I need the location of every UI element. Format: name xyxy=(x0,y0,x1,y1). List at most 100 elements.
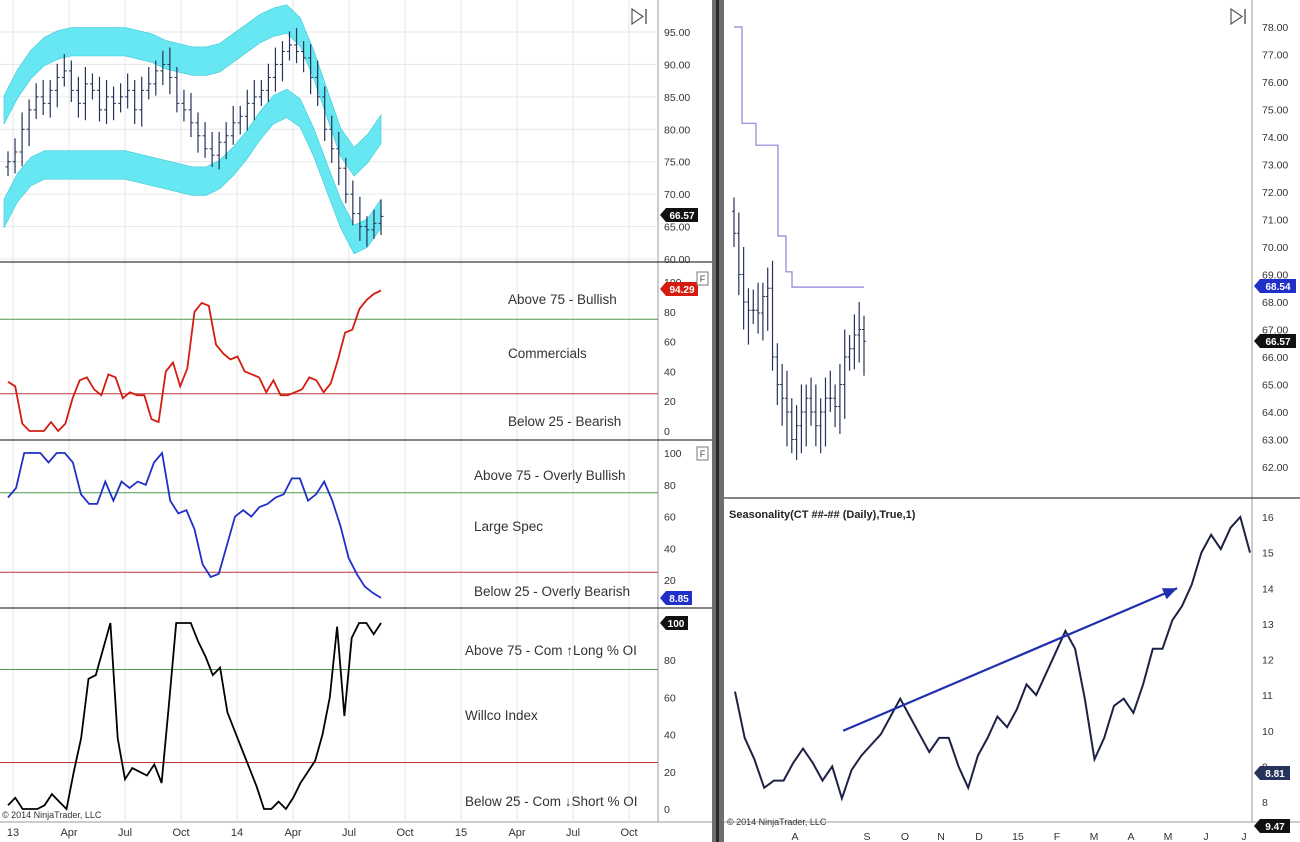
right-time-label: A xyxy=(791,831,798,842)
left-copyright: © 2014 NinjaTrader, LLC xyxy=(2,810,102,820)
commercials-badge-label: 94.29 xyxy=(669,285,694,296)
seasonality-tick: 14 xyxy=(1262,583,1274,595)
left-price-gridlines xyxy=(0,31,658,260)
left-time-label: 13 xyxy=(7,827,19,839)
window-splitter-highlight xyxy=(716,0,719,842)
osc-tick: 60 xyxy=(664,692,676,704)
left-price-tick: 70.00 xyxy=(664,189,690,201)
osc-tick: 80 xyxy=(664,307,676,319)
large-spec-lower-label: Below 25 - Overly Bearish xyxy=(474,584,630,599)
seasonality-trend-arrow xyxy=(842,587,1178,732)
right-price-tick: 74.00 xyxy=(1262,132,1288,144)
right-time-label: S xyxy=(863,831,870,842)
commercials-line xyxy=(7,289,382,433)
right-price-tick: 75.00 xyxy=(1262,105,1288,117)
right-price-tick: 68.00 xyxy=(1262,297,1288,309)
willco-badge-label: 100 xyxy=(668,619,685,630)
willco-title: Willco Index xyxy=(465,708,538,723)
willco-upper-label: Above 75 - Com ↑Long % OI xyxy=(465,643,637,658)
large-spec-axis: 20 40 60 80 100 xyxy=(664,448,682,587)
right-price-bars xyxy=(732,197,866,461)
right-price-tick: 71.00 xyxy=(1262,215,1288,227)
seasonality-tick: 13 xyxy=(1262,619,1274,631)
commercials-title: Commercials xyxy=(508,346,587,361)
seasonality-tick: 15 xyxy=(1262,548,1274,560)
commercials-badge: 94.29 xyxy=(660,282,698,296)
willco-badge: 100 xyxy=(660,616,688,630)
right-time-label: F xyxy=(1054,831,1060,842)
right-time-label: J xyxy=(1203,831,1208,842)
commercials-gridlines xyxy=(0,318,658,395)
right-time-label: O xyxy=(901,831,909,842)
willco-gridlines xyxy=(0,669,658,763)
seasonality-current-label: 8.81 xyxy=(1265,769,1285,780)
left-price-tick: 65.00 xyxy=(664,222,690,234)
left-price-last-label: 66.57 xyxy=(669,211,694,222)
seasonality-tick: 16 xyxy=(1262,512,1274,524)
commercials-panel-marker[interactable]: F xyxy=(696,271,709,286)
right-price-tick: 64.00 xyxy=(1262,407,1288,419)
large-spec-gridlines xyxy=(0,492,658,573)
right-price-tick: 62.00 xyxy=(1262,462,1288,474)
right-price-axis: 62.00 63.00 64.00 65.00 66.00 67.00 68.00 69.00… xyxy=(1262,22,1288,474)
commercials-lower-label: Below 25 - Bearish xyxy=(508,414,621,429)
osc-tick: 20 xyxy=(664,767,676,779)
right-price-tick: 66.00 xyxy=(1262,352,1288,364)
large-spec-panel-marker[interactable]: F xyxy=(696,446,709,461)
left-price-axis: 60.00 65.00 70.00 75.00 80.00 85.00 90.00 95.00 xyxy=(664,27,690,266)
right-price-tick: 63.00 xyxy=(1262,435,1288,447)
right-stop-line xyxy=(734,26,864,288)
osc-tick: 40 xyxy=(664,543,676,555)
right-price-tick: 77.00 xyxy=(1262,50,1288,62)
osc-tick: 0 xyxy=(664,426,670,438)
seasonality-current-badge: 8.81 xyxy=(1254,766,1290,780)
seasonality-tick: 11 xyxy=(1262,690,1273,702)
seasonality-tick: 8 xyxy=(1262,797,1268,809)
left-chart: 60.00 65.00 70.00 75.00 80.00 85.00 90.00 95.00… xyxy=(0,0,712,839)
right-price-tick: 69.00 xyxy=(1262,270,1288,282)
right-price-tick: 73.00 xyxy=(1262,160,1288,172)
left-time-label: Jul xyxy=(566,827,580,839)
osc-tick: 20 xyxy=(664,396,676,408)
left-time-label: Oct xyxy=(172,827,189,839)
left-time-label: Jul xyxy=(342,827,356,839)
commercials-upper-label: Above 75 - Bullish xyxy=(508,292,617,307)
left-price-tick: 95.00 xyxy=(664,27,690,39)
commercials-axis: 020406080100 xyxy=(664,277,682,438)
left-time-label: Oct xyxy=(620,827,637,839)
large-spec-badge: 8.85 xyxy=(660,591,692,605)
right-time-axis: A S O N D 15 F M A M J J xyxy=(791,831,1246,842)
seasonality-tick: 10 xyxy=(1262,726,1274,738)
right-time-label: M xyxy=(1090,831,1099,842)
left-time-label: Jul xyxy=(118,827,132,839)
left-time-label: 15 xyxy=(455,827,467,839)
right-stop-badge-label: 68.54 xyxy=(1265,282,1290,293)
left-time-label: Apr xyxy=(60,827,77,839)
right-price-last-badge: 66.57 xyxy=(1254,334,1296,348)
willco-line xyxy=(7,622,382,811)
willco-axis: 0 20 40 60 80 xyxy=(664,655,676,816)
seasonality-line xyxy=(734,514,1251,802)
left-price-bars xyxy=(5,28,384,247)
right-time-label: J xyxy=(1241,831,1246,842)
large-spec-title: Large Spec xyxy=(474,519,543,534)
large-spec-upper-label: Above 75 - Overly Bullish xyxy=(474,468,626,483)
left-price-tick: 85.00 xyxy=(664,92,690,104)
left-time-label: Apr xyxy=(284,827,301,839)
osc-tick: 60 xyxy=(664,512,676,524)
left-price-tick: 80.00 xyxy=(664,124,690,136)
large-spec-marker-label: F xyxy=(700,449,706,459)
right-price-tick: 67.00 xyxy=(1262,325,1288,337)
right-time-label: D xyxy=(975,831,983,842)
willco-lower-label: Below 25 - Com ↓Short % OI xyxy=(465,794,638,809)
osc-tick: 100 xyxy=(664,448,682,460)
left-jump-to-end-icon[interactable] xyxy=(631,7,647,26)
right-time-label: 15 xyxy=(1012,831,1024,842)
left-time-axis: 13 Apr Jul Oct 14 Apr Jul Oct 15 Apr Jul Oct xyxy=(7,827,638,839)
left-time-label: Oct xyxy=(396,827,413,839)
right-jump-to-end-icon[interactable] xyxy=(1230,7,1246,26)
large-spec-line xyxy=(7,450,382,599)
right-price-tick: 76.00 xyxy=(1262,77,1288,89)
right-price-last-label: 66.57 xyxy=(1265,337,1290,348)
